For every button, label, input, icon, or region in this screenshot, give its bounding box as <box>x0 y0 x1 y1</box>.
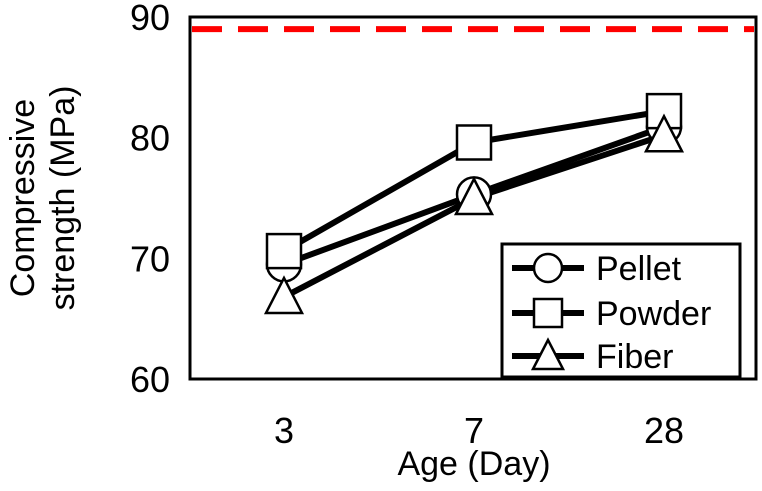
y-axis-title-line2: strength (MPa) <box>44 86 82 311</box>
data-point-fiber <box>263 275 305 315</box>
y-tick-label: 60 <box>130 359 170 400</box>
legend-marker-fiber <box>530 337 566 371</box>
x-axis-title: Age (Day) <box>397 445 550 483</box>
legend-label-powder: Powder <box>596 295 711 333</box>
y-axis-title-line1: Compressive <box>4 99 42 297</box>
x-tick-label: 28 <box>644 410 684 451</box>
x-tick-label: 7 <box>464 410 484 451</box>
legend: Pellet Powder Fiber <box>500 242 742 379</box>
plot-frame <box>188 15 758 381</box>
legend-marker-powder <box>532 297 564 329</box>
data-point-powder <box>455 124 493 161</box>
legend-label-fiber: Fiber <box>596 338 673 376</box>
y-tick-label: 70 <box>130 238 170 279</box>
legend-marker-pellet <box>532 252 564 284</box>
y-tick-label: 90 <box>130 0 170 38</box>
y-tick-label: 80 <box>130 118 170 159</box>
data-point-fiber <box>643 113 685 153</box>
data-point-fiber <box>453 176 495 216</box>
x-tick-label: 3 <box>274 410 294 451</box>
legend-label-pellet: Pellet <box>596 250 682 288</box>
data-point-powder <box>265 232 303 270</box>
